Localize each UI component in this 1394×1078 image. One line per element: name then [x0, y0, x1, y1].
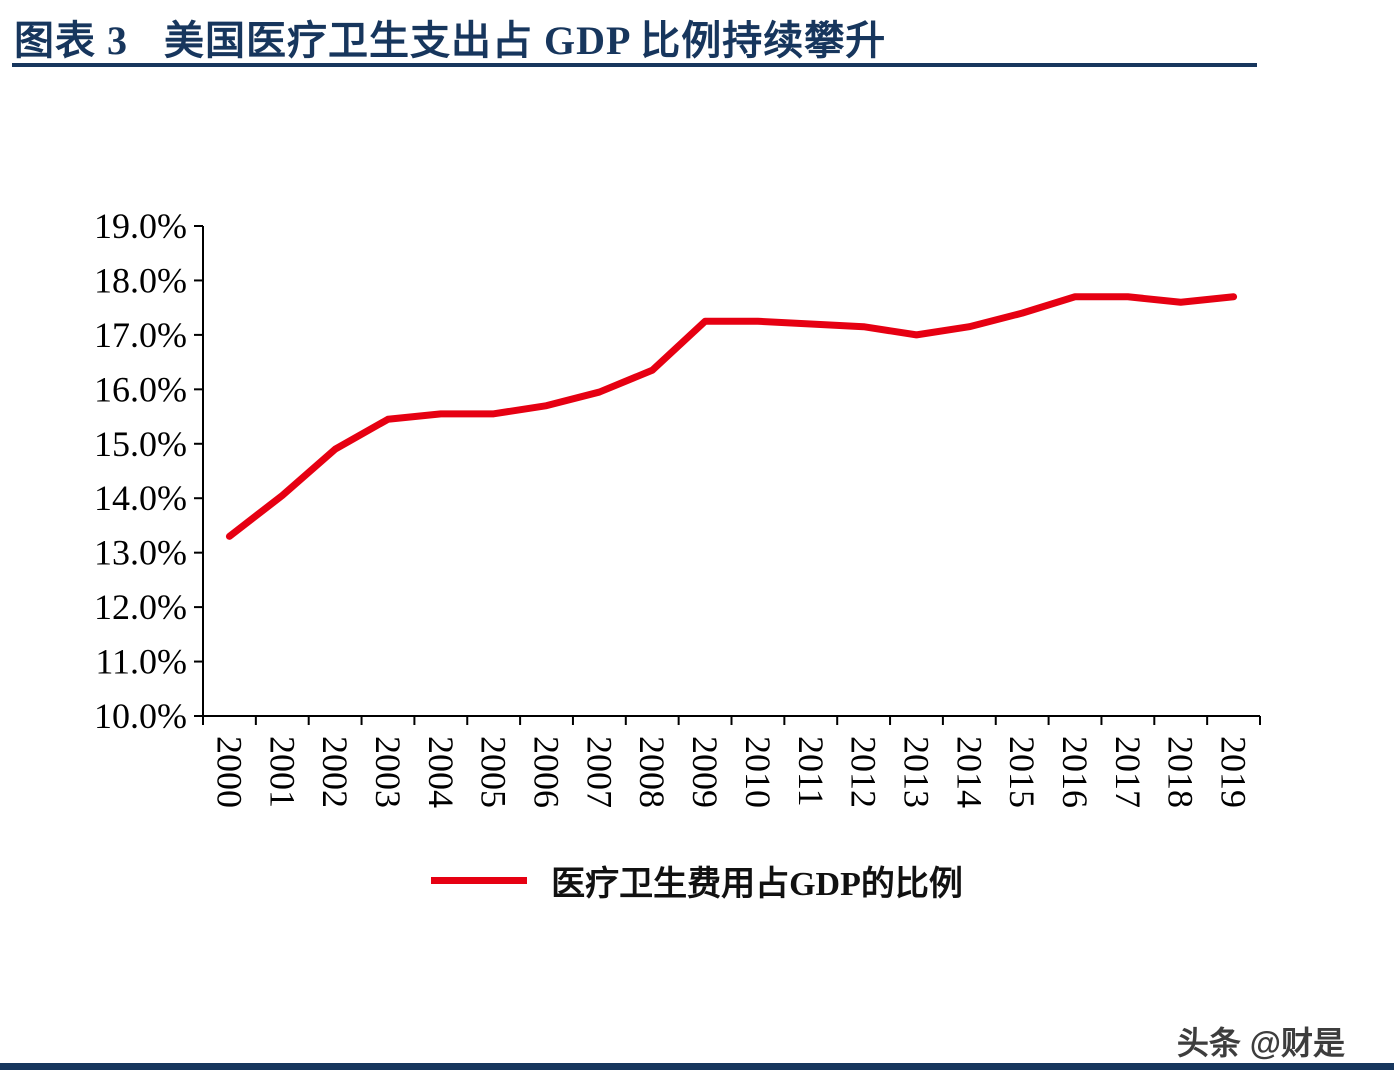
y-tick-label: 18.0%: [94, 260, 187, 300]
x-tick-label: 2010: [738, 736, 778, 808]
y-tick-label: 19.0%: [94, 206, 187, 246]
x-tick-label: 2019: [1214, 736, 1254, 808]
x-tick-label: 2018: [1161, 736, 1201, 808]
figure-title: 图表 3 美国医疗卫生支出占 GDP 比例持续攀升: [14, 8, 886, 66]
x-tick-label: 2011: [791, 736, 831, 807]
x-tick-label: 2016: [1055, 736, 1095, 808]
x-tick-label: 2002: [315, 736, 355, 808]
x-tick-label: 2014: [949, 736, 989, 808]
x-tick-label: 2003: [368, 736, 408, 808]
y-tick-label: 15.0%: [94, 424, 187, 464]
figure-number: 图表 3: [14, 18, 128, 63]
x-tick-label: 2013: [896, 736, 936, 808]
x-tick-label: 2001: [262, 736, 302, 808]
y-tick-label: 13.0%: [94, 533, 187, 573]
legend: 医疗卫生费用占GDP的比例: [0, 858, 1394, 903]
figure-title-text: 美国医疗卫生支出占 GDP 比例持续攀升: [164, 18, 887, 63]
y-tick-label: 16.0%: [94, 369, 187, 409]
y-tick-label: 12.0%: [94, 587, 187, 627]
y-tick-label: 14.0%: [94, 478, 187, 518]
y-tick-label: 17.0%: [94, 315, 187, 355]
legend-line-swatch: [431, 876, 528, 884]
x-tick-label: 2004: [421, 736, 461, 808]
x-tick-label: 2007: [579, 736, 619, 808]
y-tick-label: 10.0%: [94, 696, 187, 736]
y-tick-label: 11.0%: [95, 642, 187, 682]
x-tick-label: 2012: [844, 736, 884, 808]
footer-bar: [0, 1063, 1394, 1070]
x-tick-label: 2000: [209, 736, 249, 808]
x-tick-label: 2017: [1108, 736, 1148, 808]
x-tick-label: 2009: [685, 736, 725, 808]
legend-label: 医疗卫生费用占GDP的比例: [551, 865, 963, 903]
x-tick-label: 2006: [527, 736, 567, 808]
x-tick-label: 2008: [632, 736, 672, 808]
title-rule: [12, 63, 1257, 67]
watermark: 头条 @财是: [1176, 1025, 1345, 1061]
x-tick-label: 2005: [474, 736, 514, 808]
x-tick-label: 2015: [1002, 736, 1042, 808]
series-line: [225, 293, 1238, 540]
